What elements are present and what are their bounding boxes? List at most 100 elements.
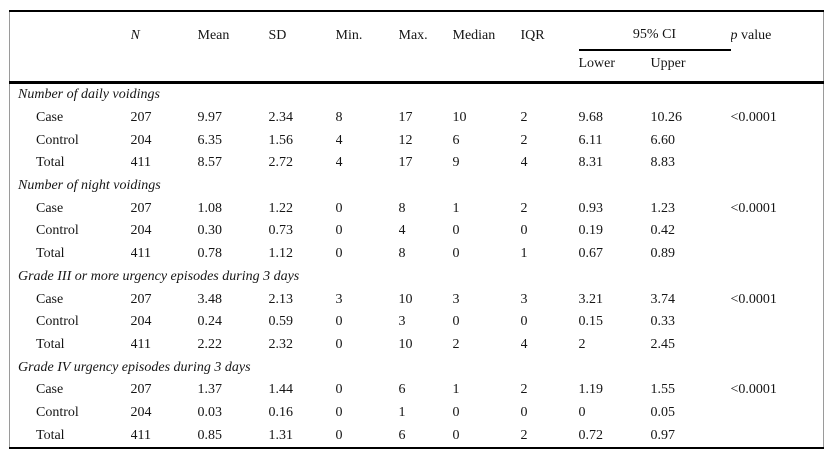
table-body: Number of daily voidings Case 207 9.97 2.34 8…: [10, 83, 824, 449]
cell-sd: 2.72: [268, 155, 294, 171]
cell-upper: 0.89: [650, 246, 676, 262]
cell-iqr: 1: [520, 246, 528, 262]
cell-lower: 3.21: [578, 291, 604, 307]
cell-lower: 0.93: [578, 200, 604, 216]
cell-min: 0: [335, 246, 343, 262]
header-median: Median: [452, 28, 496, 43]
section-title-row: Number of daily voidings: [10, 83, 824, 107]
cell-max: 17: [398, 110, 413, 126]
cell-lower: 0.19: [578, 223, 604, 239]
section-title: Grade IV urgency episodes during 3 days: [18, 359, 251, 375]
cell-median: 0: [452, 223, 460, 239]
cell-median: 0: [452, 314, 460, 330]
header-iqr: IQR: [520, 28, 545, 43]
cell-upper: 8.83: [650, 155, 676, 171]
header-p-italic: p: [730, 28, 738, 43]
cell-p: <0.0001: [730, 382, 777, 398]
cell-sd: 0.59: [268, 314, 294, 330]
cell-median: 0: [452, 427, 460, 443]
cell-max: 17: [398, 155, 413, 171]
header-min: Min.: [335, 28, 363, 43]
cell-mean: 2.22: [197, 336, 223, 352]
cell-median: 3: [452, 291, 460, 307]
cell-p: [731, 424, 824, 448]
cell-max: 10: [398, 336, 413, 352]
table-row: Case 207 9.97 2.34 8 17 10 2 9.68 10.26 <0.0001: [10, 107, 824, 130]
cell-min: 0: [335, 382, 343, 398]
cell-n: 207: [130, 110, 152, 126]
cell-median: 1: [452, 200, 460, 216]
cell-iqr: 3: [520, 291, 528, 307]
header-sd: SD: [268, 28, 287, 43]
row-label: Case: [36, 382, 64, 398]
cell-upper: 0.33: [650, 314, 676, 330]
cell-sd: 1.12: [268, 246, 294, 262]
cell-upper: 0.97: [650, 427, 676, 443]
cell-sd: 1.31: [268, 427, 294, 443]
cell-upper: 1.23: [650, 200, 676, 216]
row-label: Total: [36, 427, 65, 443]
cell-max: 8: [398, 200, 406, 216]
cell-mean: 1.08: [197, 200, 223, 216]
cell-p: <0.0001: [730, 110, 777, 126]
cell-iqr: 0: [520, 223, 528, 239]
cell-min: 3: [335, 291, 343, 307]
section-title-row: Grade III or more urgency episodes durin…: [10, 266, 824, 289]
cell-mean: 0.24: [197, 314, 223, 330]
row-label: Control: [36, 404, 79, 420]
cell-sd: 1.56: [268, 132, 294, 148]
section-title: Number of night voidings: [18, 178, 161, 194]
cell-iqr: 2: [520, 200, 528, 216]
header-empty-cell: [10, 11, 131, 50]
cell-mean: 0.78: [197, 246, 223, 262]
cell-lower: 0.72: [578, 427, 604, 443]
cell-p: [731, 334, 824, 357]
cell-max: 10: [398, 291, 413, 307]
cell-max: 3: [398, 314, 406, 330]
cell-upper: 6.60: [650, 132, 676, 148]
cell-p: [731, 311, 824, 334]
cell-min: 0: [335, 404, 343, 420]
table-row: Control 204 0.30 0.73 0 4 0 0 0.19 0.42: [10, 220, 824, 243]
cell-median: 9: [452, 155, 460, 171]
row-label: Control: [36, 314, 79, 330]
table-row: Control 204 0.03 0.16 0 1 0 0 0 0.05: [10, 402, 824, 425]
table-row: Total 411 2.22 2.32 0 10 2 4 2 2.45: [10, 334, 824, 357]
header-p-rest: value: [737, 28, 772, 43]
header-ci-group: 95% CI: [578, 11, 731, 51]
table-row: Total 411 0.78 1.12 0 8 0 1 0.67 0.89: [10, 243, 824, 266]
cell-median: 2: [452, 336, 460, 352]
cell-iqr: 2: [520, 427, 528, 443]
cell-p: [731, 152, 824, 175]
cell-mean: 8.57: [197, 155, 223, 171]
cell-min: 4: [335, 132, 343, 148]
row-label: Case: [36, 200, 64, 216]
cell-mean: 3.48: [197, 291, 223, 307]
cell-p: [731, 243, 824, 266]
cell-iqr: 2: [520, 132, 528, 148]
cell-iqr: 2: [520, 382, 528, 398]
cell-n: 207: [130, 291, 152, 307]
cell-sd: 1.44: [268, 382, 294, 398]
cell-p: <0.0001: [730, 200, 777, 216]
cell-median: 1: [452, 382, 460, 398]
cell-n: 411: [130, 336, 151, 352]
cell-upper: 3.74: [650, 291, 676, 307]
cell-iqr: 0: [520, 404, 528, 420]
cell-n: 411: [130, 427, 151, 443]
table-row: Control 204 6.35 1.56 4 12 6 2 6.11 6.60: [10, 129, 824, 152]
cell-median: 0: [452, 404, 460, 420]
cell-iqr: 4: [520, 155, 528, 171]
cell-min: 0: [335, 223, 343, 239]
cell-lower: 9.68: [578, 110, 604, 126]
header-p-value: p value: [731, 11, 824, 50]
cell-lower: 8.31: [578, 155, 604, 171]
cell-n: 411: [130, 246, 151, 262]
cell-max: 6: [398, 382, 406, 398]
section-title-row: Grade IV urgency episodes during 3 days: [10, 356, 824, 379]
cell-sd: 2.32: [268, 336, 294, 352]
cell-min: 4: [335, 155, 343, 171]
cell-min: 0: [335, 314, 343, 330]
cell-median: 0: [452, 246, 460, 262]
header-ci-lower: Lower: [578, 56, 616, 71]
